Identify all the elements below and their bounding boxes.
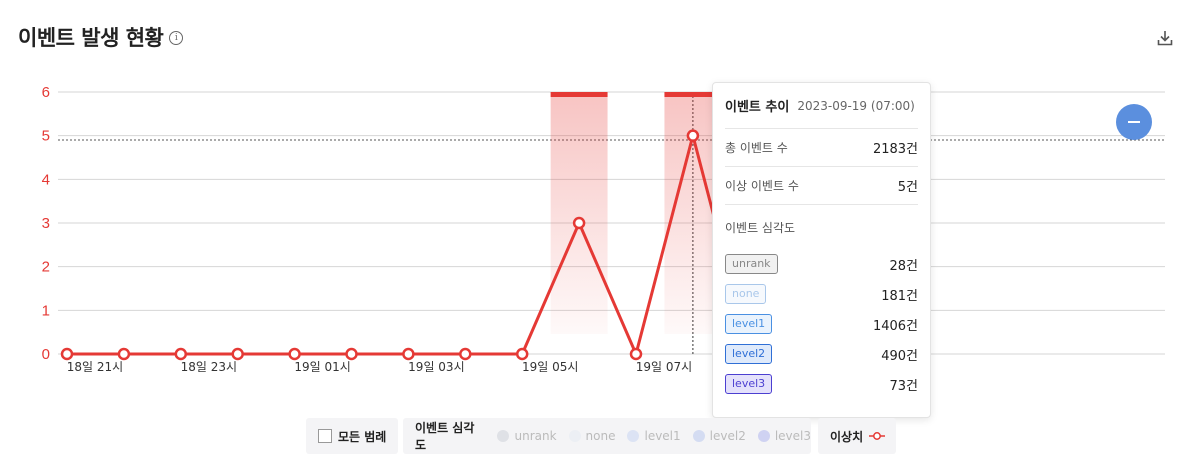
severity-title: 이벤트 심각도 xyxy=(725,220,796,235)
y-tick-label: 5 xyxy=(42,128,50,145)
tooltip-anomaly-row: 이상 이벤트 수 5건 xyxy=(725,167,918,205)
tooltip-title: 이벤트 추이 xyxy=(725,100,790,115)
data-point[interactable] xyxy=(174,347,188,361)
legend-item-level1[interactable]: level1 xyxy=(627,429,681,443)
severity-row-level3: level3 73건 xyxy=(725,369,918,399)
severity-badge-level3: level3 xyxy=(725,374,773,394)
legend-dot-none xyxy=(568,430,581,442)
severity-value-unrank: 28건 xyxy=(889,258,918,274)
minus-icon xyxy=(1128,121,1140,123)
x-tick-label: 19일 01시 xyxy=(294,360,350,374)
tooltip-total-row: 총 이벤트 수 2183건 xyxy=(725,129,918,167)
legend-dot-unrank xyxy=(497,430,510,442)
x-tick-label: 19일 03시 xyxy=(408,360,464,374)
anomaly-band-top xyxy=(664,92,722,97)
legend-label-level2: level2 xyxy=(709,429,746,443)
severity-list: unrank 28건 none 181건 level1 1406건 level2 490건 le… xyxy=(725,249,918,399)
x-tick-label: 18일 23시 xyxy=(181,360,237,374)
severity-badge-none: none xyxy=(725,284,767,304)
data-point[interactable] xyxy=(117,347,131,361)
data-point[interactable] xyxy=(345,347,358,361)
legend-severity-items: unrank none level1 level2 level3 xyxy=(497,429,811,443)
legend-severity-title: 이벤트 심각도 xyxy=(415,421,475,452)
data-point[interactable] xyxy=(459,347,472,361)
severity-badge-unrank: unrank xyxy=(725,254,778,274)
y-tick-label: 4 xyxy=(42,171,50,188)
anomaly-band xyxy=(550,92,608,334)
data-point[interactable] xyxy=(515,347,529,361)
legend-severity: 이벤트 심각도 unrank none level1 level2 level3 xyxy=(403,418,811,454)
data-point[interactable] xyxy=(231,347,244,361)
y-tick-label: 3 xyxy=(42,215,50,232)
data-point[interactable] xyxy=(402,347,415,361)
severity-value-level1: 1406건 xyxy=(872,318,918,334)
data-point[interactable] xyxy=(60,347,74,361)
legend-anomaly-label: 이상치 xyxy=(830,429,864,444)
y-tick-label: 0 xyxy=(42,346,50,363)
legend-all-label: 모든 범례 xyxy=(338,429,387,444)
severity-row-none: none 181건 xyxy=(725,279,918,309)
data-point[interactable] xyxy=(629,347,643,361)
y-tick-label: 2 xyxy=(42,259,50,276)
total-value: 2183건 xyxy=(872,142,918,157)
x-tick-label: 19일 05시 xyxy=(522,360,578,374)
download-icon[interactable] xyxy=(1156,29,1174,47)
tooltip-date: 2023-09-19 (07:00) xyxy=(797,98,915,113)
legend-item-unrank[interactable]: unrank xyxy=(497,429,557,443)
severity-row-unrank: unrank 28건 xyxy=(725,249,918,279)
legend-dot-level3 xyxy=(757,430,770,442)
severity-badge-level2: level2 xyxy=(725,344,773,364)
severity-value-level2: 490건 xyxy=(881,348,918,364)
legend-item-level2[interactable]: level2 xyxy=(692,429,746,443)
legend-label-unrank: unrank xyxy=(514,429,557,443)
x-tick-label: 19일 07시 xyxy=(636,360,692,374)
legend-item-none[interactable]: none xyxy=(568,429,616,443)
severity-badge-level1: level1 xyxy=(725,314,773,334)
legend-dot-level2 xyxy=(692,430,705,442)
anomaly-marker-icon xyxy=(869,432,886,440)
severity-row-level2: level2 490건 xyxy=(725,339,918,369)
chart-header: 이벤트 발생 현황 i xyxy=(18,22,184,52)
page-title: 이벤트 발생 현황 xyxy=(18,26,164,50)
severity-value-none: 181건 xyxy=(881,288,918,304)
data-point[interactable] xyxy=(572,216,586,230)
data-point[interactable] xyxy=(288,347,301,361)
info-icon[interactable]: i xyxy=(169,31,184,45)
legend-item-level3[interactable]: level3 xyxy=(757,429,811,443)
legend-label-level1: level1 xyxy=(644,429,681,443)
total-label: 총 이벤트 수 xyxy=(725,141,788,155)
legend-anomaly[interactable]: 이상치 xyxy=(818,418,896,454)
anomaly-value: 5건 xyxy=(897,180,918,195)
anomaly-band-top xyxy=(550,92,608,97)
y-tick-label: 6 xyxy=(42,84,50,101)
legend-label-level3: level3 xyxy=(774,429,811,443)
checkbox[interactable] xyxy=(318,429,332,443)
anomaly-label: 이상 이벤트 수 xyxy=(725,179,799,193)
legend-dot-level1 xyxy=(627,430,640,442)
x-tick-label: 18일 21시 xyxy=(67,360,123,374)
y-tick-label: 1 xyxy=(42,302,50,319)
severity-row-level1: level1 1406건 xyxy=(725,309,918,339)
data-point[interactable] xyxy=(686,129,700,142)
series-line xyxy=(67,134,752,356)
collapse-button[interactable] xyxy=(1116,104,1152,140)
legend-label-none: none xyxy=(585,429,616,443)
legend-all-toggle[interactable]: 모든 범례 xyxy=(306,418,398,454)
severity-value-level3: 73건 xyxy=(889,378,918,394)
chart-tooltip: 이벤트 추이 2023-09-19 (07:00) 총 이벤트 수 2183건 … xyxy=(712,82,931,418)
